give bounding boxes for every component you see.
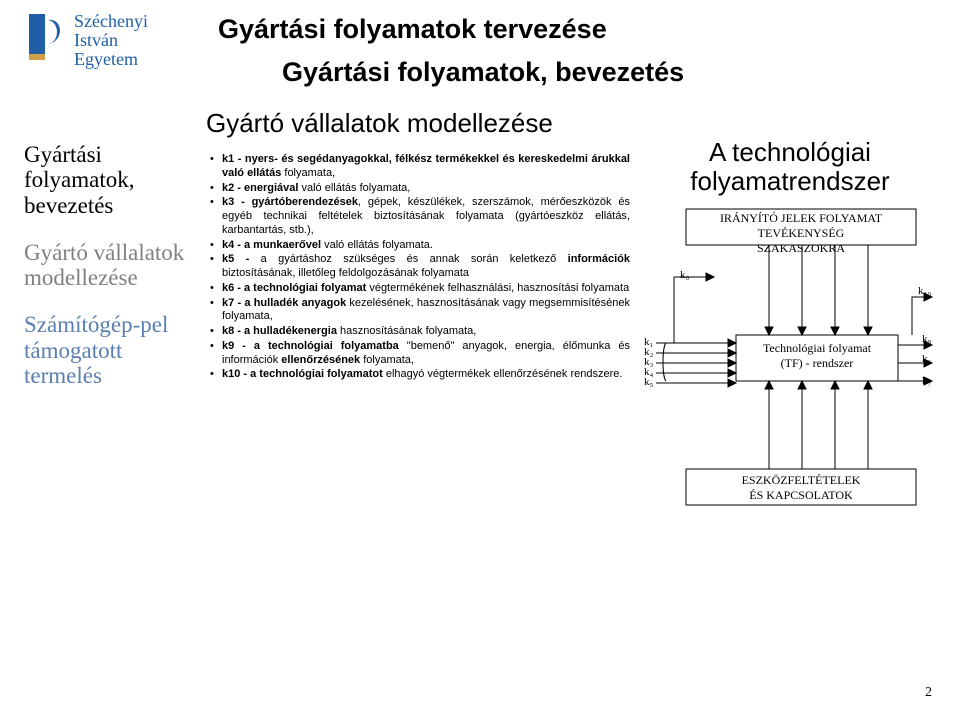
list-item: k4 - a munkaerővel való ellátás folyamat… (206, 239, 630, 253)
list-item: k7 - a hulladék anyagok kezelésének, has… (206, 297, 630, 325)
list-item: k10 - a technológiai folyamatot elhagyó … (206, 368, 630, 382)
bullet-bold: k7 - a hulladék anyagok (222, 297, 346, 309)
university-name-l3: Egyetem (74, 50, 148, 69)
bullet-bold: k3 - gyártóberendezések (222, 196, 358, 208)
diagram-top-box: IRÁNYÍTÓ JELEK FOLYAMAT TEVÉKENYSÉG SZAK… (686, 211, 916, 256)
bullet-bold: k10 - a technológiai folyamatot (222, 368, 383, 380)
bullet-text: folyamata, (281, 167, 335, 179)
university-name: Széchenyi István Egyetem (74, 12, 148, 69)
university-logo-icon (24, 12, 66, 64)
diagram-tf-box: Technológiai folyamat (TF) - rendszer (736, 341, 898, 371)
university-brand: Széchenyi István Egyetem (24, 12, 194, 69)
diagram-tf-l1: Technológiai folyamat (736, 341, 898, 356)
bullet-text: hasznosításának folyamata, (337, 325, 476, 337)
k-label-k8: k₈ (922, 333, 931, 345)
k-label-k7: k₇ (922, 375, 931, 387)
sidebar-item-intro: Gyártási folyamatok, bevezetés (24, 142, 196, 218)
bullet-bold: k2 - energiával (222, 182, 298, 194)
diagram-tf-l2: (TF) - rendszer (736, 356, 898, 371)
page-number: 2 (925, 685, 932, 701)
section-title: Gyártó vállalatok modellezése (206, 108, 630, 139)
list-item: k2 - energiával való ellátás folyamata, (206, 182, 630, 196)
sidebar-item-modeling: Gyártó vállalatok modellezése (24, 240, 196, 291)
bullet-text: végtermékének felhasználási, hasznosítás… (366, 282, 629, 294)
bullet-text: való ellátás folyamata, (298, 182, 410, 194)
diagram-bottom-l2: ÉS KAPCSOLATOK (686, 488, 916, 503)
list-item: k5 - a gyártáshoz szükséges és annak sor… (206, 253, 630, 281)
list-item: k1 - nyers- és segédanyagokkal, félkész … (206, 153, 630, 181)
list-item: k6 - a technológiai folyamat végtermékén… (206, 282, 630, 296)
page-title: Gyártási folyamatok tervezése (218, 14, 936, 45)
bullet-bold: információk (568, 253, 630, 265)
sidebar: Gyártási folyamatok, bevezetés Gyártó vá… (24, 108, 196, 410)
bullet-text: való ellátás folyamata. (321, 239, 433, 251)
diagram-top-l2: SZAKASZOKRA (686, 241, 916, 256)
bullet-bold: ellenőrzésének (281, 354, 360, 366)
process-diagram: IRÁNYÍTÓ JELEK FOLYAMAT TEVÉKENYSÉG SZAK… (644, 205, 936, 525)
diagram-bottom-box: ESZKÖZFELTÉTELEK ÉS KAPCSOLATOK (686, 473, 916, 503)
diagram-top-l1: IRÁNYÍTÓ JELEK FOLYAMAT TEVÉKENYSÉG (686, 211, 916, 241)
k-label-k5: k₅ (644, 376, 653, 388)
bullet-bold: k5 - (222, 253, 249, 265)
list-item: k9 - a technológiai folyamatba "bemenő" … (206, 340, 630, 368)
university-name-l1: Széchenyi (74, 12, 148, 31)
bullet-bold: k6 - a technológiai folyamat (222, 282, 366, 294)
list-item: k8 - a hulladékenergia hasznosításának f… (206, 325, 630, 339)
right-title: A technológiai folyamatrendszer (644, 138, 936, 195)
university-name-l2: István (74, 31, 148, 50)
bullet-text: folyamata, (360, 354, 414, 366)
k-label-k9: k₉ (680, 269, 689, 281)
bullet-bold: k9 - a technológiai folyamatba (222, 340, 399, 352)
bullet-text: biztosításának, illetőleg feldolgozásána… (222, 267, 469, 279)
bullet-text: elhagyó végtermékek ellenőrzésének rends… (383, 368, 623, 380)
diagram-bottom-l1: ESZKÖZFELTÉTELEK (686, 473, 916, 488)
sidebar-item-cam: Számítógép-pel támogatott termelés (24, 312, 196, 388)
bullet-text: a gyártáshoz szükséges és annak során ke… (249, 253, 567, 265)
list-item: k3 - gyártóberendezések, gépek, készülék… (206, 196, 630, 237)
k-label-k6: k₆ (922, 353, 931, 365)
page-subtitle: Gyártási folyamatok, bevezetés (282, 57, 936, 88)
bullet-list: k1 - nyers- és segédanyagokkal, félkész … (206, 153, 630, 382)
k-label-k10: k₁₀ (918, 285, 931, 297)
bullet-bold: k4 - a munkaerővel (222, 239, 321, 251)
bullet-bold: k8 - a hulladékenergia (222, 325, 337, 337)
